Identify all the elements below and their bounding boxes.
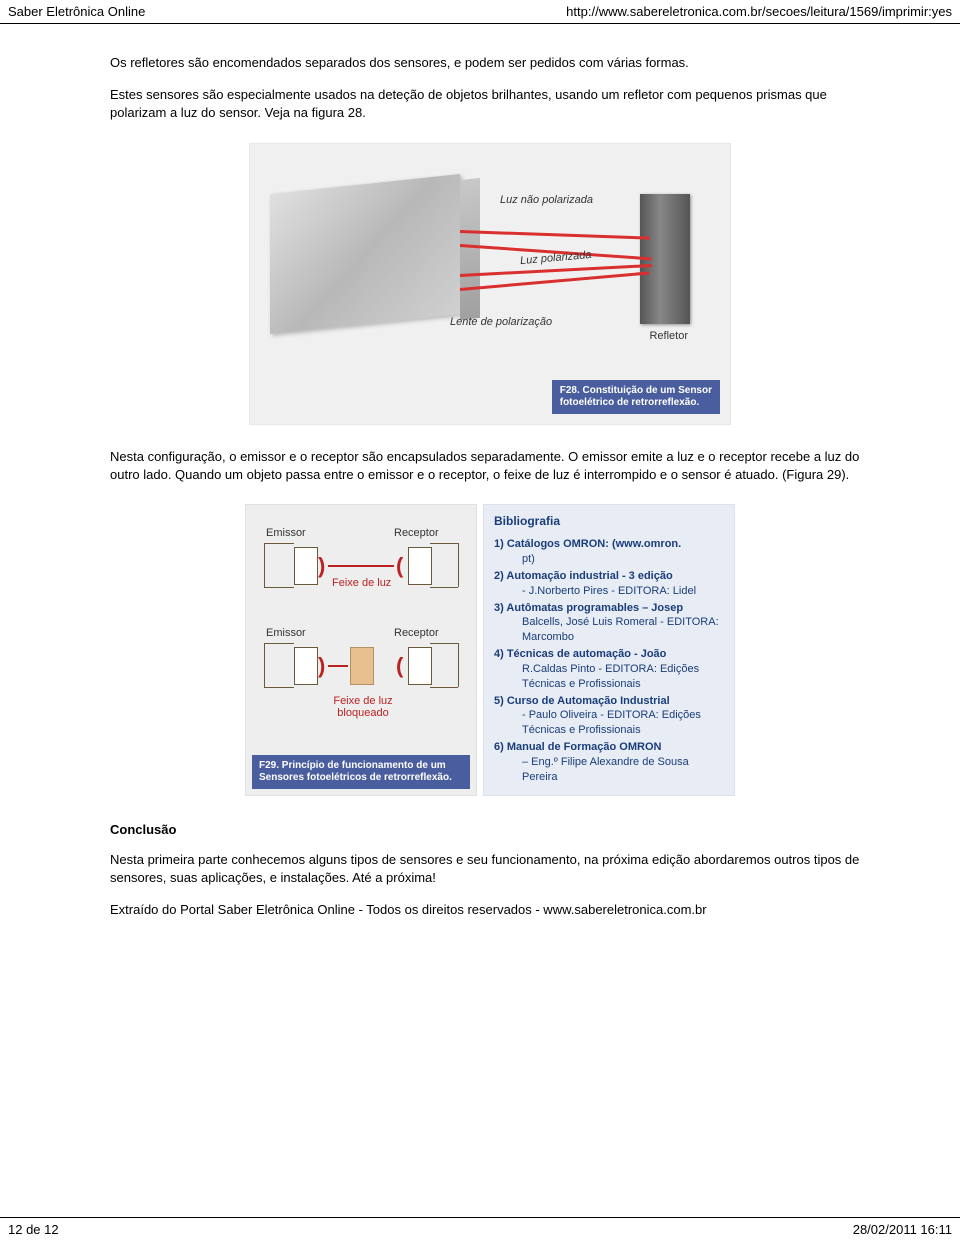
caption-line: Sensores fotoelétricos de retrorreflexão…	[259, 772, 452, 783]
bibliography-title: Bibliografia	[494, 513, 724, 529]
biblio-sub: - J.Norberto Pires - EDITORA: Lidel	[508, 584, 724, 599]
figure-29-row: Emissor Receptor ) ( Feixe de luz Emisso…	[110, 504, 870, 796]
biblio-main: 3) Autômatas programables – Josep	[494, 602, 683, 614]
biblio-sub: pt)	[508, 552, 724, 567]
paragraph: Estes sensores são especialmente usados …	[110, 86, 870, 122]
biblio-main: 2) Automação industrial - 3 edição	[494, 570, 673, 582]
sensor-face-shape	[460, 177, 480, 319]
biblio-main: 1) Catálogos OMRON: (www.omron.	[494, 538, 681, 550]
biblio-item: 6) Manual de Formação OMRON – Eng.º Filip…	[494, 740, 724, 785]
schematic-line	[430, 543, 458, 545]
schematic-line	[430, 643, 458, 645]
biblio-main: 5) Curso de Automação Industrial	[494, 695, 670, 707]
beam-line	[328, 565, 394, 567]
paragraph: Os refletores são encomendados separados…	[110, 54, 870, 72]
print-header: Saber Eletrônica Online http://www.saber…	[0, 0, 960, 24]
footer-credit: Extraído do Portal Saber Eletrônica Onli…	[110, 901, 870, 919]
page: Saber Eletrônica Online http://www.saber…	[0, 0, 960, 1241]
schematic-line	[264, 543, 294, 545]
label-unpolarized: Luz não polarizada	[500, 194, 593, 206]
label-receptor: Receptor	[394, 627, 439, 639]
receiver-block	[408, 647, 432, 685]
print-datetime: 28/02/2011 16:11	[853, 1222, 952, 1237]
biblio-sub: - Paulo Oliveira - EDITORA: Edições Técn…	[508, 708, 724, 738]
obstacle-block	[350, 647, 374, 685]
schematic-line	[264, 543, 266, 587]
schematic-line	[264, 643, 294, 645]
schematic-line	[264, 687, 294, 689]
biblio-sub: Balcells, José Luis Romeral - EDITORA: M…	[508, 615, 724, 645]
biblio-sub: R.Caldas Pinto - EDITORA: Edições Técnic…	[508, 662, 724, 692]
figure-28-canvas: Luz não polarizada Luz polarizada Lente …	[249, 143, 731, 425]
beam-line	[328, 665, 348, 667]
page-number: 12 de 12	[8, 1222, 59, 1237]
bibliography-box: Bibliografia 1) Catálogos OMRON: (www.om…	[483, 504, 735, 796]
recv-symbol: (	[396, 553, 403, 579]
biblio-item: 1) Catálogos OMRON: (www.omron. pt)	[494, 537, 724, 567]
recv-symbol: (	[396, 653, 403, 679]
caption-line: F29. Princípio de funcionamento de um	[259, 760, 446, 771]
emit-symbol: )	[318, 653, 325, 679]
caption-line: F28. Constituição de um Sensor	[560, 385, 712, 396]
page-url: http://www.sabereletronica.com.br/secoes…	[566, 4, 952, 19]
biblio-item: 4) Técnicas de automação - João R.Caldas …	[494, 647, 724, 692]
biblio-main: 4) Técnicas de automação - João	[494, 648, 666, 660]
biblio-item: 5) Curso de Automação Industrial- Paulo …	[494, 694, 724, 739]
schematic-line	[264, 643, 266, 687]
receiver-block	[408, 547, 432, 585]
figure-29-caption: F29. Princípio de funcionamento de um Se…	[252, 755, 470, 789]
label-feixe-bloqueado: Feixe de luz bloqueado	[328, 695, 398, 719]
schematic-line	[458, 543, 460, 587]
figure-29-canvas: Emissor Receptor ) ( Feixe de luz Emisso…	[245, 504, 477, 796]
label-receptor: Receptor	[394, 527, 439, 539]
emit-symbol: )	[318, 553, 325, 579]
caption-line: fotoelétrico de retrorreflexão.	[560, 397, 699, 408]
biblio-item: 2) Automação industrial - 3 edição - J.No…	[494, 569, 724, 599]
sensor-body-shape	[270, 174, 460, 334]
article-body: Os refletores são encomendados separados…	[0, 24, 960, 920]
label-feixe: Feixe de luz	[332, 577, 391, 589]
biblio-main: 6) Manual de Formação OMRON	[494, 741, 661, 753]
figure-28: Luz não polarizada Luz polarizada Lente …	[110, 143, 870, 428]
label-line: Feixe de luz	[333, 695, 392, 707]
label-reflector: Refletor	[649, 330, 688, 342]
figure-28-caption: F28. Constituição de um Sensor fotoelétr…	[552, 380, 720, 414]
beam-line	[460, 230, 650, 240]
label-emissor: Emissor	[266, 627, 306, 639]
conclusion-paragraph: Nesta primeira parte conhecemos alguns t…	[110, 851, 870, 887]
schematic-line	[430, 687, 458, 689]
site-title: Saber Eletrônica Online	[8, 4, 145, 19]
biblio-sub: – Eng.º Filipe Alexandre de Sousa Pereir…	[508, 755, 724, 785]
conclusion-heading: Conclusão	[110, 822, 870, 837]
emitter-block	[294, 647, 318, 685]
paragraph: Nesta configuração, o emissor e o recept…	[110, 448, 870, 484]
emitter-block	[294, 547, 318, 585]
label-lens: Lente de polarização	[450, 316, 552, 328]
label-emissor: Emissor	[266, 527, 306, 539]
schematic-line	[458, 643, 460, 687]
schematic-line	[430, 587, 458, 589]
biblio-item: 3) Autômatas programables – JosepBalcell…	[494, 601, 724, 646]
label-line: bloqueado	[337, 707, 388, 719]
schematic-line	[264, 587, 294, 589]
print-footer: 12 de 12 28/02/2011 16:11	[0, 1217, 960, 1241]
